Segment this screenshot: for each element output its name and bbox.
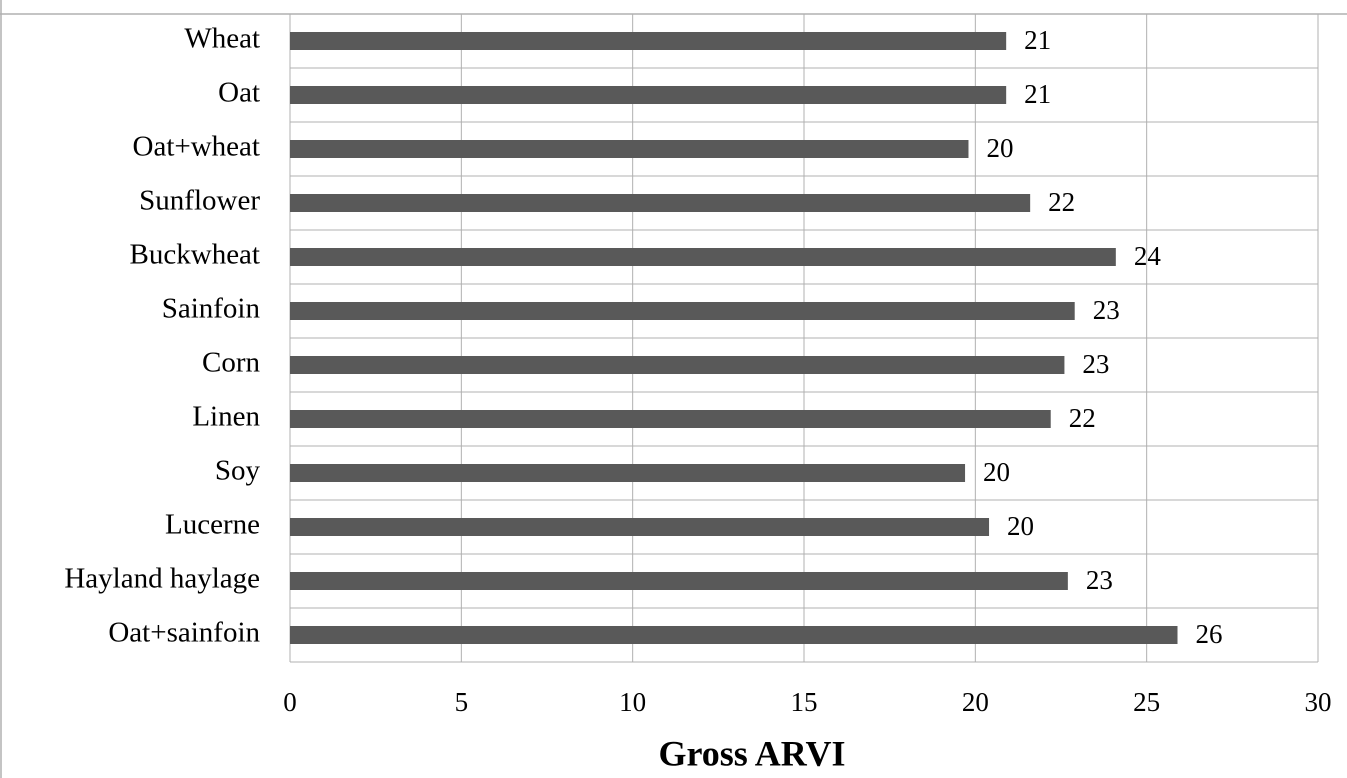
y-tick-label: Hayland haylage: [64, 563, 260, 595]
value-label: 23: [1086, 565, 1113, 595]
value-label: 22: [1048, 187, 1075, 217]
y-tick-label: Oat: [218, 77, 260, 109]
value-label: 20: [1007, 511, 1034, 541]
value-label: 20: [986, 133, 1013, 163]
value-label: 22: [1069, 403, 1096, 433]
y-tick-label: Oat+wheat: [133, 131, 260, 163]
bar: [290, 464, 966, 482]
bar: [290, 302, 1075, 320]
y-tick-label: Sainfoin: [162, 293, 261, 325]
x-tick-label: 25: [1133, 687, 1160, 717]
y-tick-label: Buckwheat: [130, 239, 260, 271]
bar: [290, 32, 1007, 50]
x-tick-label: 5: [455, 687, 469, 717]
value-label: 26: [1196, 619, 1223, 649]
y-tick-label: Oat+sainfoin: [108, 617, 260, 649]
value-label: 23: [1093, 295, 1120, 325]
x-tick-label: 15: [791, 687, 818, 717]
y-tick-label: Corn: [202, 347, 261, 379]
x-tick-label: 10: [619, 687, 646, 717]
bar: [290, 626, 1178, 644]
x-axis-title: Gross ARVI: [658, 733, 845, 773]
y-tick-label: Lucerne: [165, 509, 260, 541]
bar: [290, 248, 1116, 266]
bar: [290, 518, 990, 536]
value-label: 23: [1082, 349, 1109, 379]
bar: [290, 410, 1051, 428]
x-tick-label: 30: [1305, 687, 1332, 717]
y-tick-label: Soy: [215, 455, 261, 487]
value-label: 20: [983, 457, 1010, 487]
y-tick-label: Sunflower: [139, 185, 260, 217]
value-label: 21: [1024, 25, 1051, 55]
x-tick-label: 0: [283, 687, 297, 717]
bar: [290, 86, 1007, 104]
bar: [290, 194, 1031, 212]
value-label: 24: [1134, 241, 1162, 271]
x-tick-label: 20: [962, 687, 989, 717]
bar: [290, 140, 969, 158]
value-label: 21: [1024, 79, 1051, 109]
y-tick-label: Wheat: [184, 23, 260, 55]
bar: [290, 572, 1068, 590]
bar: [290, 356, 1065, 374]
y-tick-label: Linen: [192, 401, 260, 433]
